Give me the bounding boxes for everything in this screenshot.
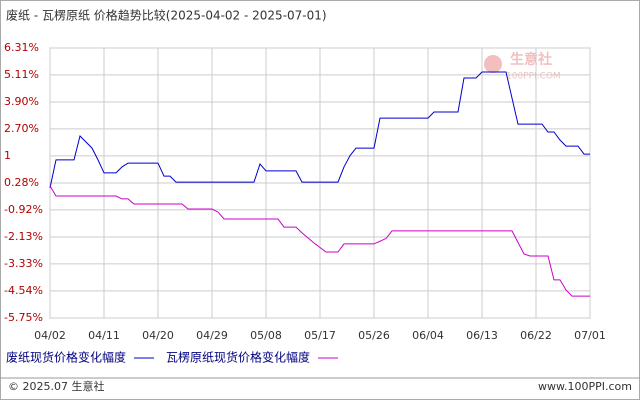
legend-label: 废纸现货价格变化幅度: [6, 350, 126, 365]
x-tick-label: 04/02: [34, 329, 66, 342]
x-tick-label: 05/08: [250, 329, 282, 342]
watermark: 生意社 100PPI.COM: [484, 51, 561, 82]
watermark-logo: [484, 55, 502, 73]
y-tick-label: 3.90%: [4, 95, 39, 108]
x-tick-label: 06/13: [466, 329, 498, 342]
y-tick-label: -3.33%: [4, 257, 43, 270]
y-tick-label: -2.13%: [4, 230, 43, 243]
y-tick-label: -5.75%: [4, 311, 43, 324]
footer-copyright: © 2025.07 生意社: [8, 379, 104, 393]
legend-label: 瓦楞原纸现货价格变化幅度: [166, 350, 310, 365]
x-tick-label: 04/29: [196, 329, 228, 342]
y-tick-label: 2.70%: [4, 122, 39, 135]
chart-title: 废纸 - 瓦楞原纸 价格趋势比较(2025-04-02 - 2025-07-01…: [6, 8, 327, 23]
y-tick-label: 6.31%: [4, 41, 39, 54]
x-tick-label: 05/17: [304, 329, 336, 342]
x-tick-label: 06/22: [520, 329, 552, 342]
y-tick-label: -0.92%: [4, 203, 43, 216]
x-tick-label: 07/01: [574, 329, 606, 342]
y-tick-label: 0.28%: [4, 176, 39, 189]
series-line: [49, 185, 590, 297]
footer-site: www.100PPI.com: [538, 380, 632, 393]
y-tick-label: 5.11%: [4, 68, 39, 81]
x-tick-label: 06/04: [412, 329, 444, 342]
watermark-brand: 生意社: [510, 51, 552, 68]
y-tick-label: 1: [4, 149, 11, 162]
watermark-site: 100PPI.COM: [506, 72, 561, 82]
x-tick-label: 04/20: [142, 329, 174, 342]
series-line: [49, 71, 590, 189]
x-tick-label: 05/26: [358, 329, 390, 342]
x-tick-label: 04/11: [88, 329, 120, 342]
y-tick-label: -4.54%: [4, 284, 43, 297]
